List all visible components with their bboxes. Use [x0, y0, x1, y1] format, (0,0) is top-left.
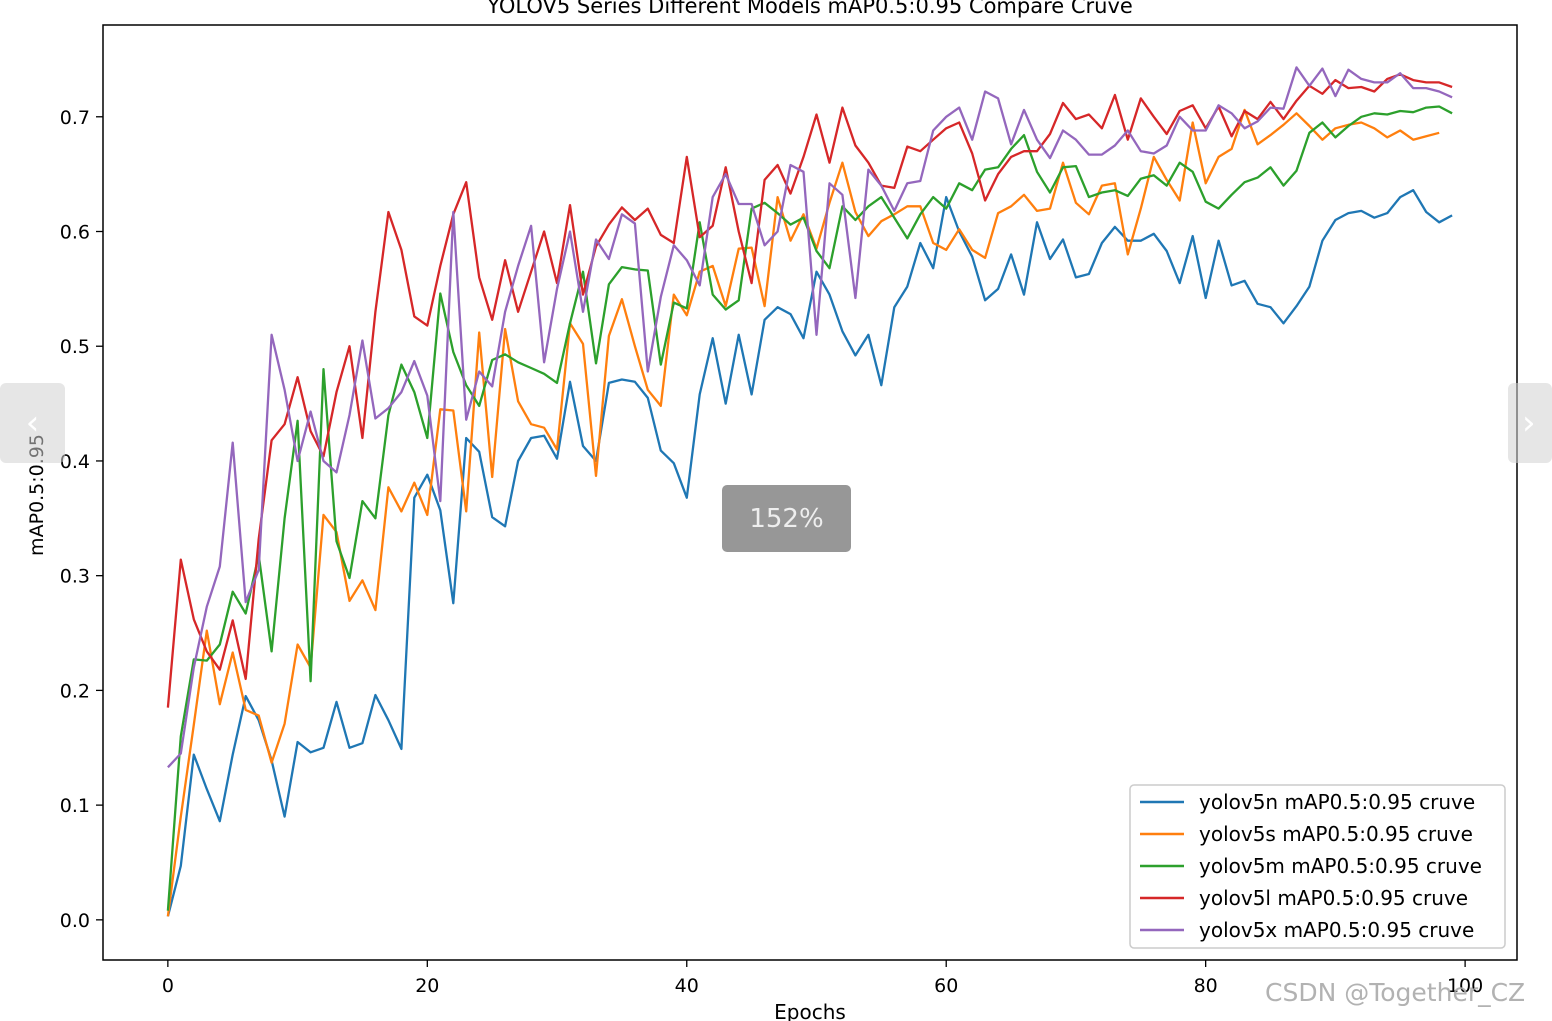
legend-label-2: yolov5m mAP0.5:0.95 cruve [1199, 854, 1482, 878]
y-tick-label: 0.3 [60, 566, 90, 588]
x-tick-label: 0 [162, 975, 174, 997]
series-line-2 [166, 105, 1453, 911]
legend-label-4: yolov5x mAP0.5:0.95 cruve [1199, 918, 1474, 942]
x-tick-label: 40 [675, 975, 699, 997]
chart-legend: yolov5n mAP0.5:0.95 cruve yolov5s mAP0.5:… [1129, 784, 1506, 949]
y-tick-label: 0.1 [60, 795, 90, 817]
legend-box [1129, 784, 1506, 949]
chevron-right-icon: › [1522, 403, 1536, 443]
y-axis-label: mAP0.5:0.95 [26, 434, 48, 556]
y-tick-label: 0.7 [60, 107, 90, 129]
y-tick-label: 0.6 [60, 222, 90, 244]
x-tick-label: 20 [415, 975, 439, 997]
x-axis-label: Epochs [774, 1000, 846, 1021]
series-line-1 [166, 108, 1440, 917]
x-tick-label: 60 [934, 975, 958, 997]
series-line-3 [166, 73, 1453, 708]
zoom-level-badge: 152% [722, 485, 851, 552]
axis-ticks: 0 20 40 60 80 100 0.0 0.1 0.2 0.3 0.4 0.5 0.6 0.7 [60, 107, 1483, 997]
x-tick-label: 80 [1194, 975, 1218, 997]
csdn-watermark: CSDN @Together_CZ [1265, 978, 1526, 1007]
series-line-0 [166, 189, 1453, 917]
series-line-4 [167, 66, 1453, 769]
axes-frame [102, 24, 1518, 961]
x-tick-label: 100 [1447, 975, 1483, 997]
next-image-button[interactable]: › [1508, 383, 1552, 463]
legend-label-3: yolov5l mAP0.5:0.95 cruve [1199, 886, 1468, 910]
chevron-left-icon: ‹ [25, 403, 40, 443]
y-tick-label: 0.0 [60, 910, 90, 932]
plot-area [166, 66, 1453, 917]
chart-title: YOLOV5 Series Different Models mAP0.5:0.… [486, 0, 1133, 18]
y-tick-label: 0.5 [60, 336, 90, 358]
previous-image-button[interactable]: ‹ [0, 383, 65, 463]
y-tick-label: 0.2 [60, 680, 90, 702]
legend-label-0: yolov5n mAP0.5:0.95 cruve [1199, 790, 1475, 814]
y-tick-label: 0.4 [60, 451, 90, 473]
legend-label-1: yolov5s mAP0.5:0.95 cruve [1199, 822, 1473, 846]
